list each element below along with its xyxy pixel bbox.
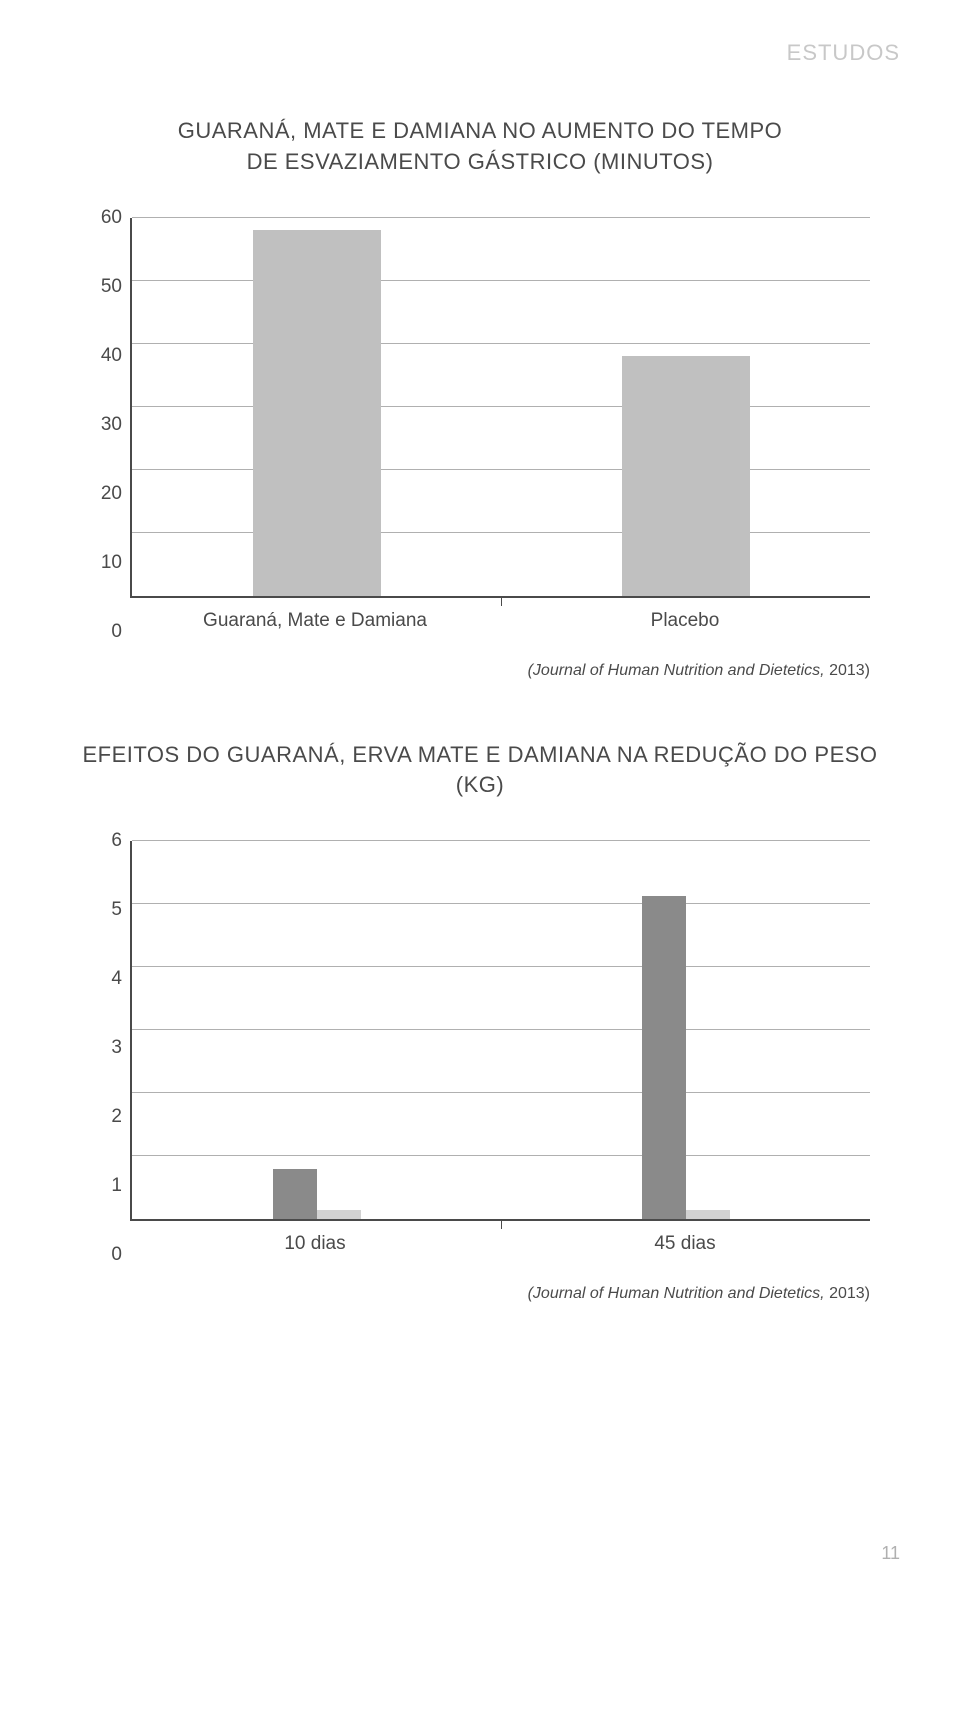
chart2-bar-pair [273,1169,361,1220]
chart1-y-label: 0 [111,621,122,643]
chart1-center-tick [501,596,502,606]
chart2-x-label: 45 dias [500,1233,870,1255]
chart2-y-label: 5 [111,899,122,921]
chart1-bar [622,356,750,595]
chart1-title-line1: GUARANÁ, MATE E DAMIANA NO AUMENTO DO TE… [178,118,783,143]
chart1-y-label: 30 [101,414,122,436]
chart1-bars [132,218,870,596]
chart1-y-label: 20 [101,483,122,505]
chart2-x-label: 10 dias [130,1233,500,1255]
chart2-bar-group [501,841,870,1219]
chart2-y-label: 4 [111,968,122,990]
chart2: 0123456 10 dias45 dias [90,841,870,1255]
chart2-y-label: 6 [111,830,122,852]
chart2-y-label: 1 [111,1175,122,1197]
chart2-title: EFEITOS DO GUARANÁ, ERVA MATE E DAMIANA … [60,740,900,802]
chart1-x-labels: Guaraná, Mate e DamianaPlacebo [130,610,870,632]
chart2-bar [317,1210,361,1220]
chart1-y-label: 60 [101,207,122,229]
chart1-bar-group [501,218,870,596]
chart1-y-label: 10 [101,552,122,574]
chart1-y-label: 40 [101,345,122,367]
chart2-center-tick [501,1219,502,1229]
chart1-title: GUARANÁ, MATE E DAMIANA NO AUMENTO DO TE… [60,116,900,178]
chart2-bar-group [132,841,501,1219]
chart2-y-labels: 0123456 [90,841,130,1255]
page-number: 11 [60,1543,900,1564]
chart2-source-plain: 2013) [825,1285,870,1302]
chart1-plot-area [130,218,870,598]
section-label: ESTUDOS [60,40,900,66]
chart2-bars [132,841,870,1219]
chart2-bar [642,896,686,1219]
chart1-y-labels: 0102030405060 [90,218,130,632]
chart2-bar-pair [642,896,730,1219]
chart1-y-label: 50 [101,276,122,298]
chart1-x-label: Placebo [500,610,870,632]
chart2-y-label: 2 [111,1106,122,1128]
chart1-source-plain: 2013) [825,662,870,679]
chart2-plot-area [130,841,870,1221]
chart1-source: (Journal of Human Nutrition and Dietetic… [90,662,870,680]
chart1-bar-group [132,218,501,596]
chart2-source: (Journal of Human Nutrition and Dietetic… [90,1285,870,1303]
chart2-source-italic: (Journal of Human Nutrition and Dietetic… [528,1285,825,1302]
chart1-bar [253,230,381,595]
chart1: 0102030405060 Guaraná, Mate e DamianaPla… [90,218,870,632]
chart2-x-labels: 10 dias45 dias [130,1233,870,1255]
chart2-bar [273,1169,317,1220]
chart2-y-label: 3 [111,1037,122,1059]
chart2-bar [686,1210,730,1220]
chart2-y-label: 0 [111,1244,122,1266]
chart1-x-label: Guaraná, Mate e Damiana [130,610,500,632]
chart1-title-line2: DE ESVAZIAMENTO GÁSTRICO (MINUTOS) [247,149,714,174]
chart1-source-italic: (Journal of Human Nutrition and Dietetic… [528,662,825,679]
